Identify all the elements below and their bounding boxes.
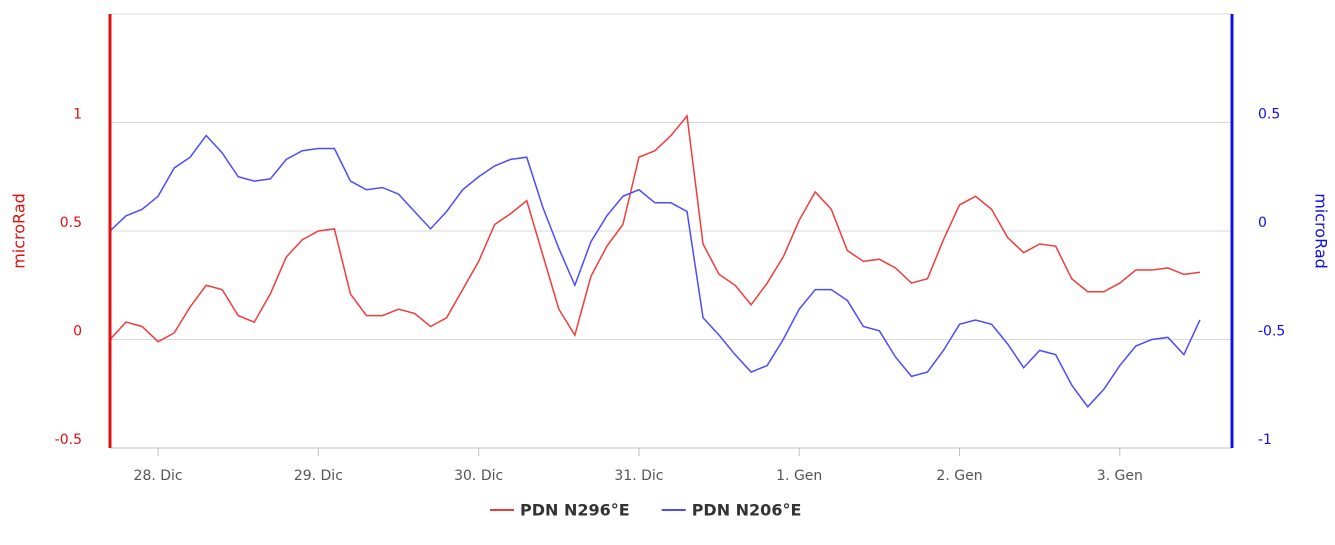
legend-label: PDN N206°E <box>692 501 802 520</box>
x-tick-label: 29. Dic <box>294 468 343 484</box>
x-tick-label: 28. Dic <box>134 468 183 484</box>
y-axis-title: microRad <box>10 193 29 269</box>
x-tick-label: 1. Gen <box>776 468 822 484</box>
series-line <box>109 134 1201 408</box>
legend-label: PDN N296°E <box>520 501 630 520</box>
x-tick-label: 30. Dic <box>454 468 503 484</box>
y2-tick-label: -0.5 <box>1258 324 1285 340</box>
x-tick-label: 3. Gen <box>1097 468 1143 484</box>
series-line <box>109 114 1201 343</box>
y-tick-label: -0.5 <box>55 432 82 448</box>
y-tick-label: 1 <box>73 107 82 123</box>
y2-tick-label: -1 <box>1258 432 1272 448</box>
y2-tick-label: 0 <box>1258 215 1267 231</box>
y-tick-label: 0.5 <box>60 215 82 231</box>
y-tick-label: 0 <box>73 324 82 340</box>
x-tick-label: 2. Gen <box>936 468 982 484</box>
y2-tick-label: 0.5 <box>1258 107 1280 123</box>
y2-axis-title: microRad <box>1312 193 1331 269</box>
x-tick-label: 31. Dic <box>614 468 663 484</box>
